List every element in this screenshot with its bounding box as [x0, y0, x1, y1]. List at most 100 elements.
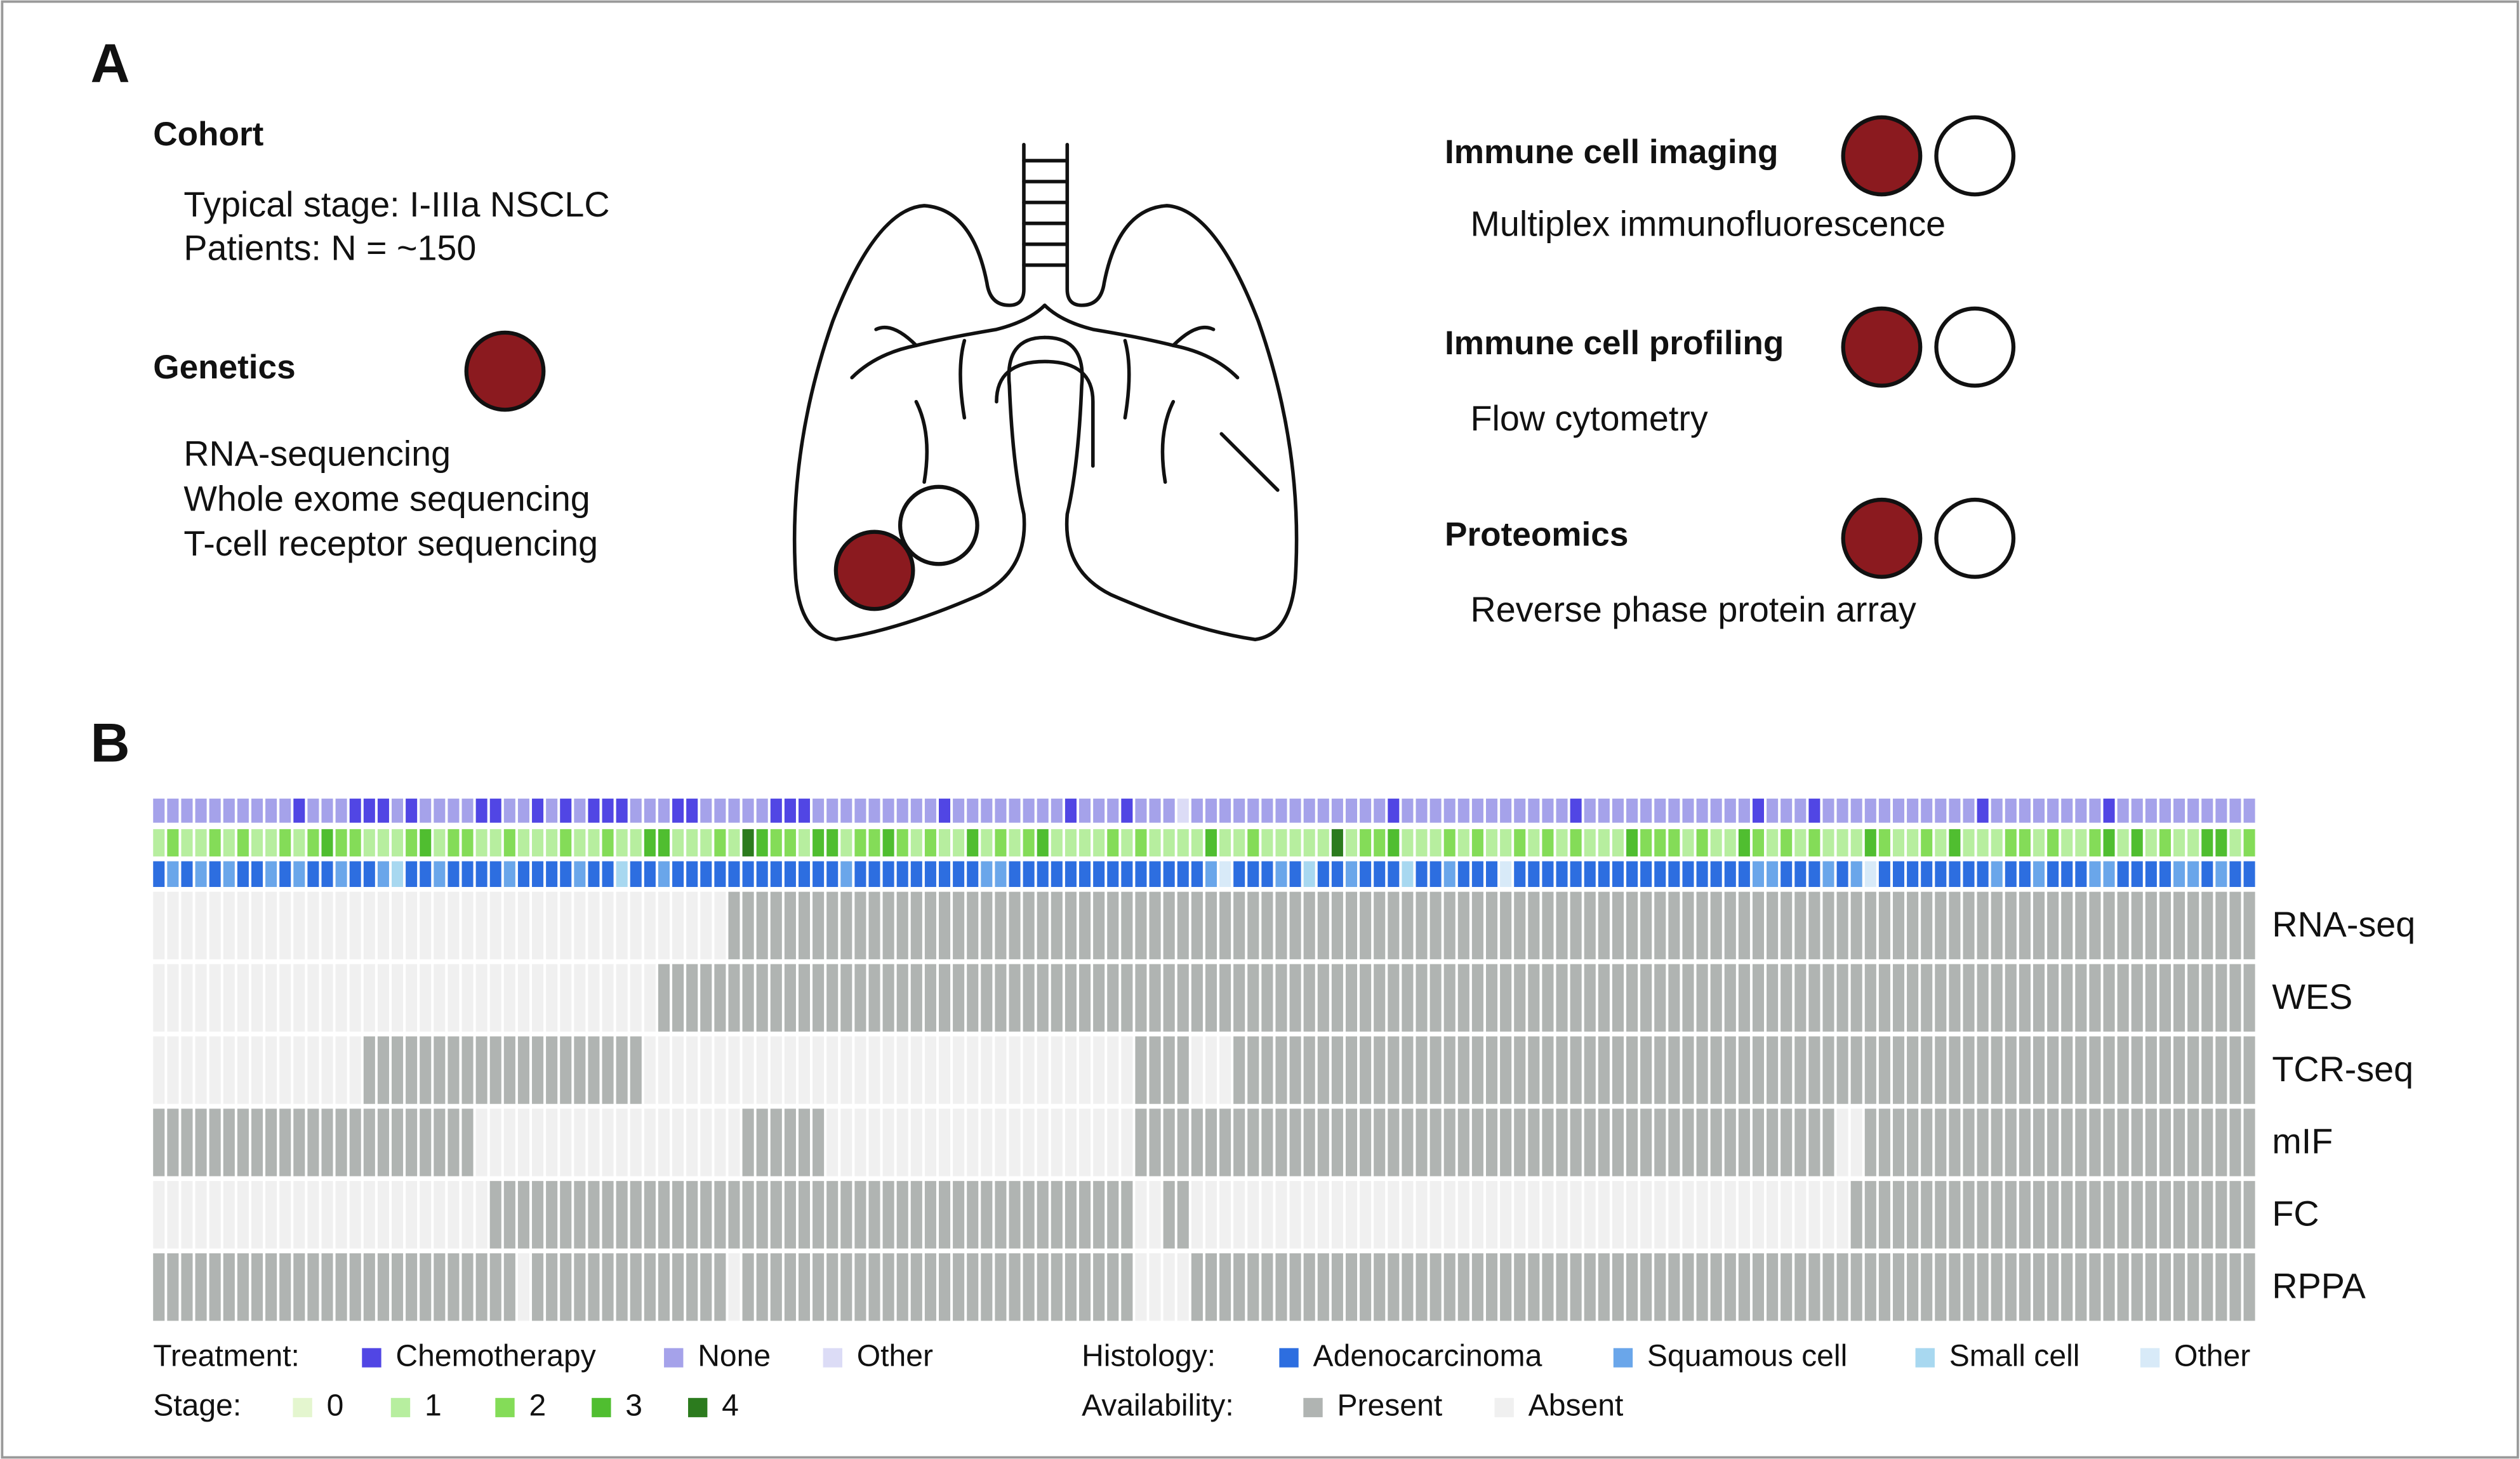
present-cell	[840, 964, 852, 1032]
present-cell	[742, 891, 754, 959]
present-cell	[1331, 1253, 1343, 1321]
annotation-cell	[560, 798, 572, 823]
present-cell	[854, 964, 866, 1032]
present-cell	[265, 1253, 277, 1321]
present-cell	[1135, 891, 1147, 959]
present-cell	[1794, 1253, 1807, 1321]
absent-cell	[321, 891, 333, 959]
present-cell	[602, 1253, 614, 1321]
present-cell	[265, 1109, 277, 1176]
annotation-cell	[363, 798, 375, 823]
present-cell	[1584, 891, 1596, 959]
absent-cell	[1584, 1181, 1596, 1249]
annotation-cell	[728, 861, 740, 888]
annotation-cell	[2103, 829, 2115, 856]
absent-cell	[167, 1036, 179, 1104]
present-cell	[630, 1181, 642, 1249]
present-cell	[953, 891, 965, 959]
present-cell	[1556, 964, 1568, 1032]
present-cell	[2089, 1109, 2101, 1176]
present-cell	[910, 1253, 922, 1321]
annotation-cell	[1935, 798, 1947, 823]
present-cell	[1374, 891, 1386, 959]
absent-cell	[391, 1181, 404, 1249]
annotation-cell	[1752, 829, 1765, 856]
absent-cell	[868, 1036, 880, 1104]
annotation-cell	[1864, 861, 1876, 888]
annotation-cell	[826, 829, 839, 856]
annotation-cell	[293, 798, 305, 823]
absent-cell	[967, 1036, 979, 1104]
annotation-cell	[1219, 861, 1231, 888]
present-cell	[1598, 1253, 1610, 1321]
annotation-cell	[1878, 798, 1890, 823]
present-cell	[251, 1253, 263, 1321]
annotation-cell	[1892, 798, 1905, 823]
annotation-cell	[1977, 861, 1989, 888]
present-cell	[1514, 891, 1526, 959]
present-cell	[1402, 891, 1414, 959]
present-cell	[2103, 964, 2115, 1032]
present-cell	[223, 1253, 235, 1321]
present-cell	[2187, 1181, 2199, 1249]
annotation-cell	[1528, 861, 1540, 888]
present-cell	[1514, 1253, 1526, 1321]
present-cell	[1584, 1109, 1596, 1176]
annotation-cell	[1023, 798, 1035, 823]
legend-swatch	[390, 1397, 411, 1418]
annotation-cell	[2145, 829, 2157, 856]
annotation-cell	[1037, 829, 1049, 856]
annotation-cell	[475, 829, 487, 856]
annotation-cell	[2089, 798, 2101, 823]
present-cell	[1303, 1109, 1315, 1176]
present-cell	[2117, 1109, 2129, 1176]
present-cell	[1963, 1253, 1975, 1321]
annotation-cell	[153, 829, 165, 856]
annotation-cell	[321, 829, 333, 856]
present-cell	[1977, 891, 1989, 959]
present-cell	[2131, 1109, 2143, 1176]
annotation-cell	[349, 829, 361, 856]
present-cell	[1556, 1036, 1568, 1104]
present-cell	[1471, 891, 1483, 959]
absent-cell	[546, 891, 558, 959]
present-cell	[1149, 964, 1161, 1032]
annotation-cell	[1724, 829, 1736, 856]
annotation-cell	[1051, 829, 1063, 856]
annotation-cell	[420, 861, 432, 888]
present-cell	[1528, 1253, 1540, 1321]
present-cell	[1247, 964, 1259, 1032]
present-cell	[1121, 1253, 1133, 1321]
annotation-cell	[1331, 861, 1343, 888]
absent-cell	[1416, 1181, 1428, 1249]
dot-icon	[464, 330, 546, 412]
present-cell	[2047, 1181, 2059, 1249]
present-cell	[1107, 1181, 1119, 1249]
legend-swatch	[1279, 1348, 1299, 1368]
present-cell	[461, 1036, 474, 1104]
annotation-cell	[1724, 798, 1736, 823]
present-cell	[910, 1181, 922, 1249]
present-cell	[1471, 1253, 1483, 1321]
present-cell	[812, 1253, 825, 1321]
annotation-cell	[924, 829, 936, 856]
absent-cell	[223, 1181, 235, 1249]
annotation-cell	[1500, 861, 1512, 888]
annotation-cell	[981, 861, 993, 888]
present-cell	[1640, 891, 1652, 959]
present-cell	[2005, 891, 2017, 959]
absent-cell	[630, 964, 642, 1032]
absent-cell	[854, 1109, 866, 1176]
annotation-cell	[335, 861, 347, 888]
annotation-cell	[1892, 861, 1905, 888]
absent-cell	[602, 891, 614, 959]
annotation-cell	[2117, 798, 2129, 823]
annotation-cell	[2229, 861, 2241, 888]
present-cell	[1640, 1036, 1652, 1104]
present-cell	[1205, 1253, 1217, 1321]
present-cell	[1093, 891, 1105, 959]
annotation-cell	[560, 829, 572, 856]
present-cell	[602, 1181, 614, 1249]
present-cell	[2243, 964, 2255, 1032]
absent-cell	[1051, 1109, 1063, 1176]
